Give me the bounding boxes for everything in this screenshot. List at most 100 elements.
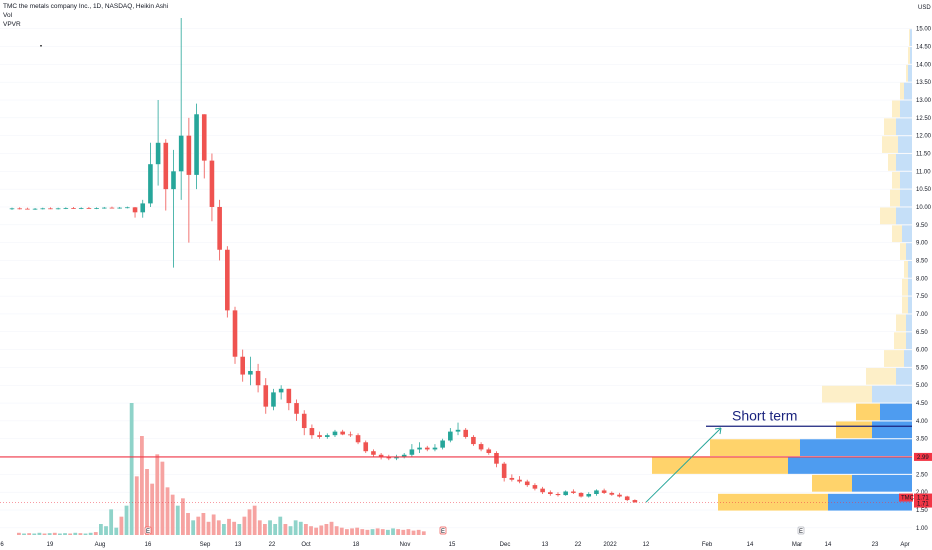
volume-bar [345, 529, 349, 535]
x-tick-label: 19 [47, 542, 54, 548]
candle-body [478, 444, 484, 450]
volume-bar [222, 524, 226, 535]
candle-body [78, 208, 84, 209]
candle-body [55, 208, 61, 210]
vpvr-down-bar [898, 136, 912, 153]
vpvr-down-bar [880, 403, 912, 421]
candle-body [86, 208, 92, 209]
candle-body [609, 492, 615, 495]
volume-bar [99, 524, 103, 535]
vpvr-up-bar [884, 118, 896, 136]
volume-bar [73, 532, 78, 535]
y-tick-label: 12.50 [916, 116, 932, 122]
x-tick-label: 12 [643, 542, 650, 548]
candle-body [148, 164, 153, 204]
volume-bar [401, 529, 406, 535]
volume-bar [134, 476, 139, 535]
vpvr-down-bar [908, 278, 912, 296]
vpvr-down-bar [908, 296, 912, 314]
candle-body [371, 451, 376, 455]
vol-indicator-label[interactable]: Vol [3, 12, 13, 19]
vpvr-up-bar [906, 64, 908, 82]
volume-bar [411, 530, 416, 535]
earnings-marker-label: E [146, 529, 150, 535]
vpvr-up-bar [652, 457, 788, 474]
volume-bar [22, 533, 26, 535]
candle-body [209, 160, 215, 207]
y-tick-label: 3.50 [916, 437, 928, 443]
candle-body [601, 490, 607, 493]
volume-bar [421, 531, 426, 535]
vpvr-up-bar [904, 260, 908, 278]
volume-bar [27, 533, 32, 535]
volume-bar [334, 526, 339, 535]
volume-bar [68, 533, 73, 535]
vpvr-down-bar [910, 47, 912, 64]
vpvr-down-bar [904, 82, 912, 100]
vpvr-up-bar [822, 385, 872, 403]
volume-bar [88, 532, 93, 535]
y-tick-label: 14.50 [916, 45, 932, 51]
volume-bar [175, 505, 180, 535]
candle-body [71, 208, 76, 209]
vpvr-down-bar [900, 171, 912, 189]
y-tick-label: 14.00 [916, 62, 932, 68]
candle-body [155, 142, 161, 165]
volume-bar [129, 403, 134, 535]
candle-body [417, 447, 422, 450]
candle-body [194, 114, 199, 175]
y-tick-label: 10.50 [916, 187, 932, 193]
x-tick-label: 22 [575, 542, 582, 548]
chart-header: TMC the metals company Inc., 1D, NASDAQ,… [3, 2, 168, 29]
y-tick-label: 9.00 [916, 241, 928, 247]
candle-body [17, 208, 22, 210]
y-tick-label: 7.50 [916, 294, 928, 300]
candle-body [471, 436, 476, 445]
volume-bar [17, 532, 21, 535]
vpvr-down-bar [828, 493, 912, 511]
volume-bar [293, 520, 298, 535]
y-tick-label: 4.00 [916, 419, 928, 425]
volume-bar [160, 461, 165, 535]
x-tick-label: 14 [825, 542, 832, 548]
candle-body [548, 492, 553, 494]
candle-body [171, 171, 176, 190]
price-badge-last [914, 493, 932, 502]
candle-body [140, 203, 146, 213]
symbol-title[interactable]: TMC the metals company Inc., 1D, NASDAQ,… [3, 3, 169, 10]
volume-bar [283, 524, 288, 535]
candle-body [532, 485, 538, 489]
candle-body [232, 310, 238, 357]
volume-bar [288, 526, 293, 535]
volume-bar [416, 529, 421, 535]
candle-body [248, 370, 253, 375]
volume-bar [78, 533, 83, 535]
candle-body [309, 428, 315, 436]
projection-arrowhead [714, 427, 722, 435]
candle-body [201, 114, 207, 161]
candle-body [540, 488, 545, 493]
x-tick-label: Mar [792, 542, 802, 548]
vpvr-down-bar [906, 332, 912, 350]
volume-bar [257, 520, 262, 535]
candle-body [25, 208, 30, 210]
vpvr-up-bar [856, 403, 880, 421]
candle-body [509, 477, 515, 480]
x-tick-label: 18 [353, 542, 360, 548]
short-term-label: Short term [732, 407, 797, 423]
earnings-marker [439, 526, 447, 535]
vpvr-indicator-label[interactable]: VPVR [3, 21, 21, 28]
volume-bar [370, 529, 375, 535]
x-tick-label: Dec [500, 542, 511, 548]
volume-bar [406, 529, 411, 535]
x-tick-label: Sep [200, 542, 211, 548]
vpvr-down-bar [902, 225, 912, 243]
y-tick-label: 2.00 [916, 490, 928, 496]
volume-bar [58, 533, 62, 535]
vpvr-down-bar [896, 207, 912, 225]
x-tick-label: 2022 [603, 542, 617, 548]
y-tick-label: 13.50 [916, 80, 932, 86]
vpvr-up-bar [880, 207, 896, 225]
currency-label: USD [918, 5, 931, 11]
